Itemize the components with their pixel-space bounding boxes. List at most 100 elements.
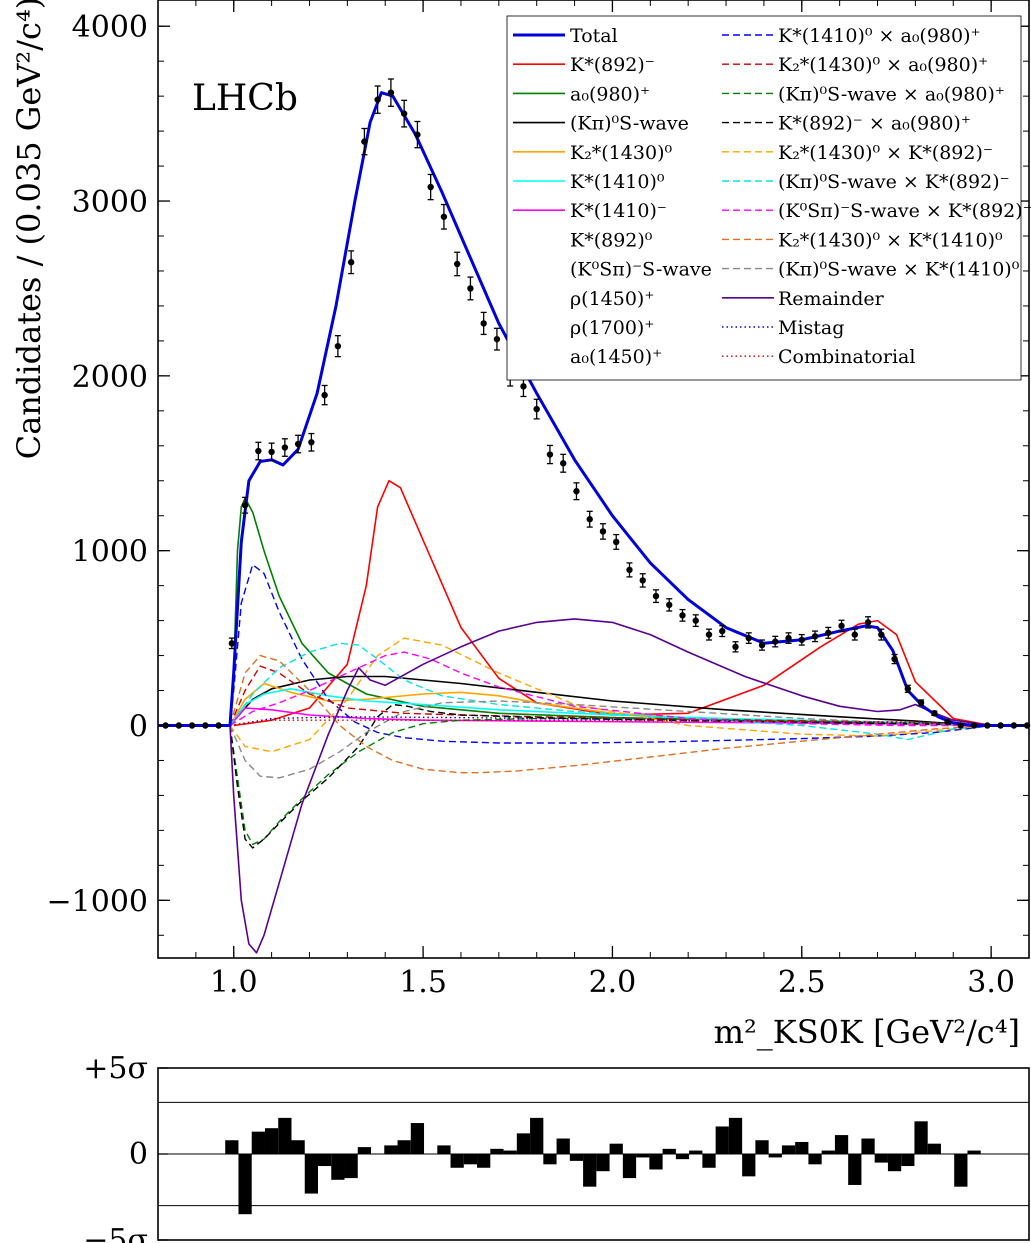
data-point: [493, 335, 501, 343]
data-point: [917, 699, 925, 706]
y-tick-label: 2000: [72, 360, 148, 395]
data-point: [347, 259, 355, 266]
experiment-label: LHCb: [192, 78, 298, 119]
series-line-15: [229, 700, 992, 779]
pull-bar: [477, 1154, 491, 1168]
pull-bar: [715, 1126, 729, 1154]
legend-box: [506, 15, 1022, 381]
legend-label: K*(892)⁰: [570, 229, 653, 251]
x-tick-label: 1.0: [210, 965, 258, 1000]
series-line-11: [229, 637, 992, 753]
pull-bar: [410, 1123, 425, 1154]
data-point: [294, 440, 302, 448]
series-line-12: [229, 642, 992, 741]
x-tick-label: 2.0: [589, 965, 637, 1000]
pull-bar: [887, 1154, 902, 1172]
data-point: [944, 718, 951, 726]
data-point: [679, 612, 686, 619]
data-point: [453, 260, 461, 268]
main-axis-ticks: 1.0 1.5 2.0 2.5 3.0 −1000 0 1000 2000 3000 4000: [47, 0, 1030, 1000]
pull-axis-ticks: +5σ 0 −5σ: [83, 1051, 168, 1243]
data-point: [1010, 722, 1018, 729]
legend-label: a₀(1450)⁺: [570, 346, 662, 368]
pull-bar: [291, 1140, 305, 1154]
series-line-13: [229, 651, 992, 727]
series-line-5: [229, 687, 992, 727]
legend-label: a₀(980)⁺: [570, 83, 650, 105]
data-point: [798, 636, 805, 644]
legend-label: K*(1410)⁰ × a₀(980)⁺: [778, 25, 981, 47]
x-axis-label: m²_KS0K [GeV²/c⁴]: [714, 1013, 1020, 1051]
data-point: [202, 722, 209, 729]
legend-label: (Kπ)⁰S-wave × a₀(980)⁺: [778, 83, 1005, 105]
pull-bar: [755, 1140, 769, 1154]
series-line-14: [229, 654, 992, 774]
pull-bar: [622, 1154, 637, 1179]
data-point: [705, 631, 713, 638]
series-line-16: [229, 618, 992, 954]
main-plot: 1.0 1.5 2.0 2.5 3.0 −1000 0 1000 2000 3000 4000 LH…: [10, 0, 1031, 1051]
data-point: [334, 342, 342, 350]
pull-bar: [556, 1138, 570, 1154]
series-line-2: [229, 497, 992, 727]
pull-bar: [596, 1154, 610, 1172]
pull-bar: [728, 1117, 743, 1154]
data-point: [560, 460, 567, 467]
data-point: [414, 131, 421, 138]
data-point: [626, 566, 633, 574]
pull-bar: [609, 1143, 623, 1154]
data-point: [427, 183, 434, 191]
data-points: [162, 78, 1031, 729]
pull-bar: [795, 1141, 809, 1154]
pull-bar: [397, 1140, 411, 1154]
data-point: [666, 601, 673, 609]
legend: Total K*(892)⁻ a₀(980)⁺ (Kπ)⁰S-wave K₂*(1430…: [506, 15, 1031, 381]
data-point: [361, 138, 368, 145]
data-point: [599, 528, 607, 535]
data-point: [480, 320, 487, 327]
pull-bar: [914, 1121, 928, 1154]
pull-bar: [861, 1138, 875, 1154]
pull-bar: [675, 1154, 690, 1160]
data-point: [732, 643, 739, 651]
legend-label: (Kπ)⁰S-wave × K*(1410)⁰: [778, 259, 1020, 281]
pull-bar: [543, 1154, 557, 1165]
data-point: [719, 627, 726, 635]
pull-y-tick-label: −5σ: [83, 1223, 148, 1243]
pull-bar: [901, 1154, 915, 1167]
legend-label: K₂*(1430)⁰ × K*(1410)⁰: [778, 229, 1003, 251]
pull-bar: [781, 1145, 796, 1154]
pull-bar: [569, 1154, 584, 1161]
pull-bar: [808, 1154, 822, 1165]
data-point: [864, 619, 872, 626]
legend-label: ρ(1700)⁺: [570, 317, 654, 339]
y-tick-label: 1000: [72, 535, 148, 570]
series-line-7: [229, 564, 992, 744]
data-point: [467, 285, 474, 292]
legend-label: K₂*(1430)⁰: [570, 142, 672, 164]
pull-bar: [530, 1117, 544, 1154]
pull-bar: [662, 1148, 676, 1154]
main-plot-frame: [157, 0, 1030, 959]
series-line-18: [229, 719, 992, 727]
data-point: [931, 710, 938, 717]
pull-bar: [331, 1154, 345, 1180]
pull-y-tick-label: +5σ: [83, 1051, 148, 1086]
x-tick-label: 1.5: [399, 965, 447, 1000]
pull-bar: [490, 1148, 504, 1154]
pull-bar: [251, 1131, 265, 1154]
data-point: [586, 516, 593, 523]
pull-bar: [689, 1150, 703, 1154]
legend-label: Total: [570, 25, 618, 47]
data-point: [573, 488, 580, 495]
pull-bar: [225, 1140, 239, 1154]
legend-label: K₂*(1430)⁰ × a₀(980)⁺: [778, 54, 988, 76]
y-tick-label: 3000: [72, 185, 148, 220]
y-axis-label: Candidates / (0.035 GeV²/c⁴): [10, 0, 48, 459]
pull-bar: [583, 1154, 597, 1187]
pull-bar: [954, 1154, 968, 1187]
data-point: [997, 722, 1004, 729]
data-point: [904, 685, 912, 692]
legend-label: K*(892)⁻: [570, 54, 655, 76]
